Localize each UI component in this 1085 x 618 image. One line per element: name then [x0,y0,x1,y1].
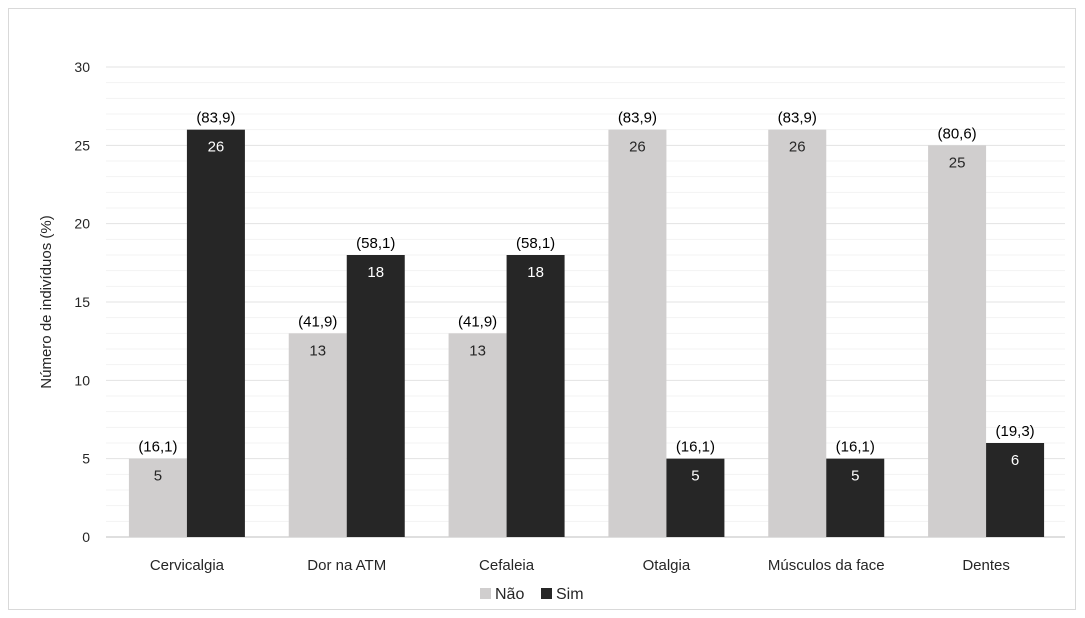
bar-percent-label: (80,6) [937,125,976,142]
bar-percent-label: (19,3) [995,423,1034,440]
bar-value-label: 13 [469,342,486,359]
bar-percent-label: (83,9) [196,110,235,127]
bar-value-label: 26 [789,139,806,156]
bar-percent-label: (16,1) [836,439,875,456]
y-tick-label: 5 [82,451,90,467]
x-category-label: Dentes [962,557,1010,574]
bar-value-label: 18 [367,264,384,281]
bar-percent-label: (83,9) [778,110,817,127]
bar-value-label: 5 [691,468,699,485]
gridlines [106,66,1065,522]
bar-percent-label: (41,9) [458,313,497,330]
legend-swatch [480,588,491,599]
legend-label: Sim [556,586,584,603]
y-tick-label: 25 [74,137,90,153]
bar-value-label: 26 [629,139,646,156]
bars [128,129,1045,538]
x-category-label: Dor na ATM [307,557,386,574]
legend-label: Não [495,586,524,603]
bar [448,333,507,537]
bar [346,255,405,537]
bar [986,443,1045,537]
y-tick-label: 10 [74,372,90,388]
bar-value-label: 25 [949,154,966,171]
x-category-label: Músculos da face [768,557,885,574]
bar-percent-label: (16,1) [138,439,177,456]
bar [288,333,347,537]
bar-value-label: 26 [208,139,225,156]
bar-value-label: 6 [1011,452,1019,469]
bar [928,145,987,538]
bar-percent-label: (83,9) [618,110,657,127]
y-axis-ticks: 0 5 10 15 20 25 30 [74,59,90,545]
bar [186,129,245,537]
bar-percent-label: (58,1) [516,235,555,252]
bar-percent-label: (16,1) [676,439,715,456]
y-tick-label: 30 [74,59,90,75]
y-axis-label: Número de indivíduos (%) [38,215,55,388]
bar [128,458,187,537]
bar [768,129,827,537]
legend-swatch [541,588,552,599]
bar-chart: 0 5 10 15 20 25 30 5 (16,1) 26 (83,9) 13 (41,9) 18 (5… [38,59,1065,603]
data-labels: 5 (16,1) 26 (83,9) 13 (41,9) 18 (58,1) 13 (41,9) 1… [138,110,1034,485]
y-tick-label: 20 [74,216,90,232]
x-category-label: Cervicalgia [150,557,225,574]
bar [506,255,565,537]
y-tick-label: 15 [74,294,90,310]
x-category-label: Otalgia [643,557,691,574]
bar [666,458,725,537]
x-axis-categories: Cervicalgia Dor na ATM Cefaleia Otalgia Músc… [150,557,1010,574]
bar-value-label: 13 [309,342,326,359]
bar [826,458,885,537]
bar-percent-label: (58,1) [356,235,395,252]
bar-percent-label: (41,9) [298,313,337,330]
legend: Não Sim [480,586,584,603]
y-tick-label: 0 [82,529,90,545]
chart-frame: 0 5 10 15 20 25 30 5 (16,1) 26 (83,9) 13 (41,9) 18 (5… [8,8,1076,610]
bar-value-label: 18 [527,264,544,281]
bar-value-label: 5 [851,468,859,485]
bar-value-label: 5 [154,468,162,485]
bar [608,129,667,537]
x-category-label: Cefaleia [479,557,535,574]
